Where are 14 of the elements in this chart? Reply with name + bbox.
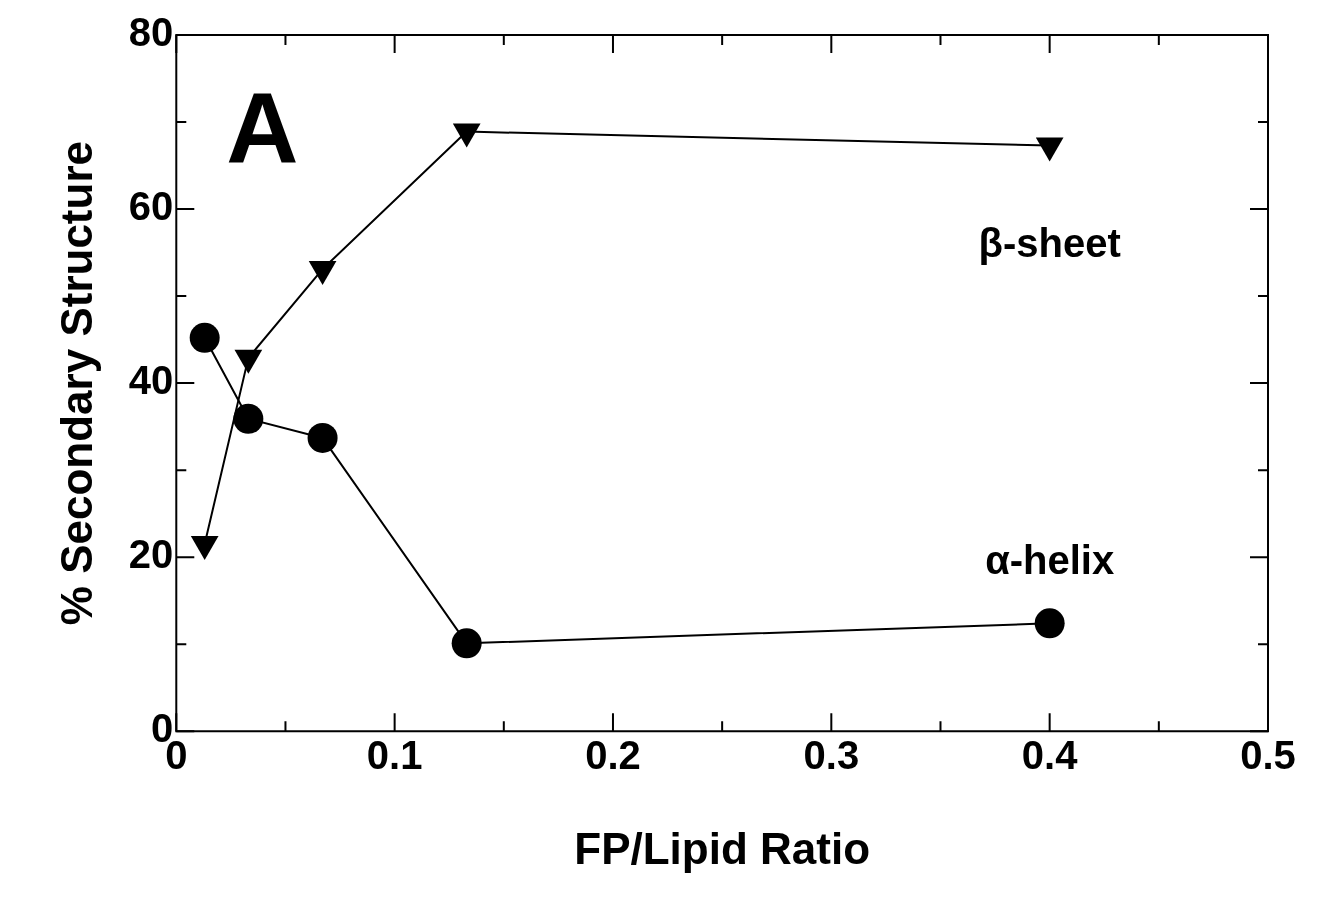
y-axis-title: % Secondary Structure [51, 141, 101, 626]
annotation: A [226, 71, 299, 184]
x-tick-label: 0.2 [585, 733, 641, 778]
y-tick-label: 40 [128, 358, 174, 403]
y-tick-label: 20 [128, 532, 174, 577]
series-label: α-helix [985, 538, 1115, 583]
x-tick-label: 0.3 [803, 733, 860, 778]
y-tick-label: 80 [128, 10, 174, 55]
series-label: β-sheet [978, 220, 1121, 265]
x-tick-label: 0.1 [366, 733, 423, 778]
x-tick-label: 0.4 [1021, 733, 1079, 778]
y-tick-label: 60 [128, 184, 174, 229]
x-tick-label: 0.5 [1240, 733, 1296, 778]
x-axis-title: FP/Lipid Ratio [574, 823, 871, 873]
